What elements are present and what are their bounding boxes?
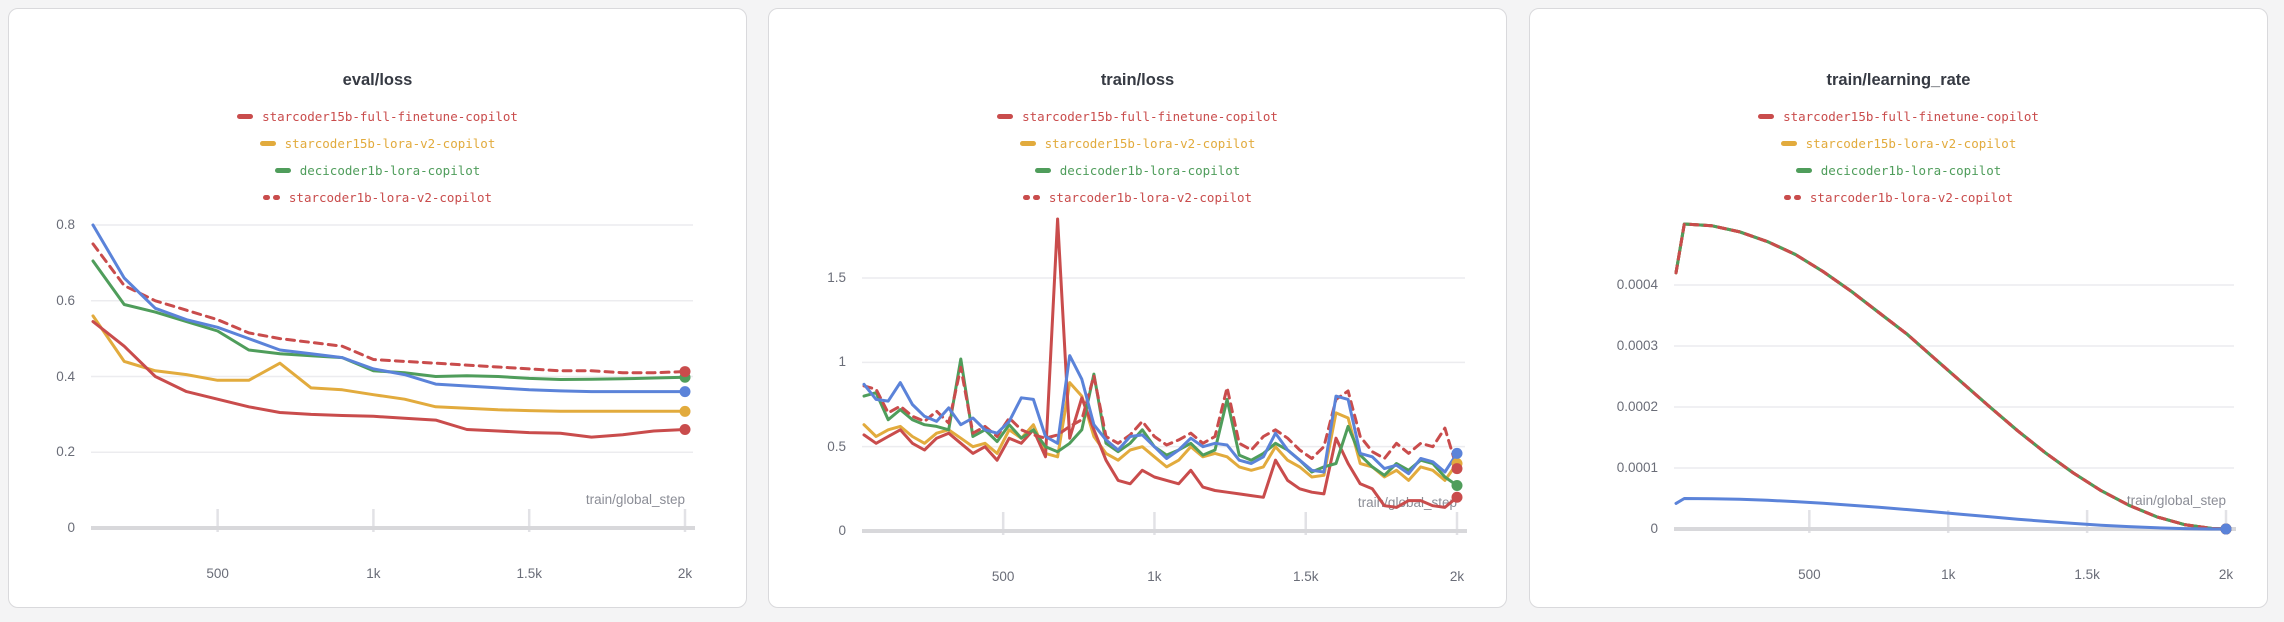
x-axis-name: train/global_step	[585, 492, 685, 507]
legend-run-name: decicoder1b-lora-copilot	[299, 163, 481, 178]
y-tick-label: 0.2	[56, 444, 75, 460]
line-swatch-icon	[259, 141, 276, 146]
y-tick-label: 0.0004	[1616, 277, 1658, 292]
line-swatch-icon	[237, 114, 254, 119]
chart-legend: starcoder15b-full-finetune-copilot starco…	[9, 103, 746, 211]
legend-item: decicoder1b-lora-copilot	[769, 157, 1506, 184]
legend-item: starcoder15b-full-finetune-copilot	[1530, 103, 2267, 130]
y-tick-label: 1	[838, 354, 846, 370]
legend-run-name: decicoder1b-lora-copilot	[1820, 163, 2002, 178]
legend-item: starcoder1b-lora-v2-copilot	[1530, 184, 2267, 211]
y-tick-label: 0.5	[827, 438, 846, 454]
panel-train-learning-rate: train/learning_rate starcoder15b-full-fi…	[1529, 8, 2268, 608]
chart-title: eval/loss	[342, 71, 413, 89]
y-tick-label: 0	[1650, 521, 1658, 536]
x-tick-label: 1.5k	[2074, 567, 2100, 582]
line-swatch-icon	[1034, 168, 1051, 173]
chart-canvas	[91, 223, 695, 532]
legend-run-name: starcoder15b-full-finetune-copilot	[1783, 109, 2039, 124]
legend-run-name: starcoder1b-lora-v2-copilot	[288, 190, 493, 205]
line-swatch-icon	[1795, 168, 1812, 173]
line-swatch-icon	[1019, 141, 1036, 146]
legend-run-name: starcoder1b-lora-v2-copilot	[1048, 190, 1253, 205]
x-tick-label: 2k	[1449, 569, 1465, 584]
line-swatch-icon	[1758, 114, 1775, 119]
chart-canvas	[1674, 222, 2236, 535]
line-swatch-icon	[274, 168, 291, 173]
legend-item: decicoder1b-lora-copilot	[1530, 157, 2267, 184]
y-tick-label: 0.6	[56, 292, 75, 308]
x-tick-label: 500	[206, 566, 229, 581]
x-tick-label: 500	[1798, 567, 1821, 582]
legend-item: starcoder15b-lora-v2-copilot	[1530, 130, 2267, 157]
y-tick-label: 0	[67, 520, 75, 535]
x-axis-name: train/global_step	[2126, 493, 2226, 508]
chart-canvas	[862, 217, 1467, 535]
dashed-line-swatch-icon	[1783, 195, 1801, 200]
legend-item: starcoder15b-lora-v2-copilot	[769, 130, 1506, 157]
y-tick-label: 0.0001	[1616, 460, 1658, 475]
chart-legend: starcoder15b-full-finetune-copilot starco…	[769, 103, 1506, 211]
legend-item: decicoder1b-lora-copilot	[9, 157, 746, 184]
line-swatch-icon	[997, 114, 1014, 119]
x-tick-label: 1k	[1147, 569, 1162, 584]
x-tick-label: 500	[991, 569, 1015, 584]
dashed-line-swatch-icon	[1022, 195, 1040, 200]
line-swatch-icon	[1780, 141, 1797, 146]
legend-run-name: decicoder1b-lora-copilot	[1059, 163, 1241, 178]
legend-item: starcoder1b-lora-v2-copilot	[9, 184, 746, 211]
x-tick-label: 1.5k	[516, 566, 542, 581]
x-tick-label: 1k	[1941, 567, 1956, 582]
x-tick-label: 1.5k	[1292, 569, 1319, 584]
y-tick-label: 0.0003	[1616, 338, 1658, 353]
y-tick-label: 0	[838, 523, 846, 538]
x-tick-label: 1k	[366, 566, 381, 581]
y-tick-label: 0.4	[56, 368, 75, 384]
panel-train-loss: train/loss starcoder15b-full-finetune-co…	[768, 8, 1507, 608]
dashed-line-swatch-icon	[262, 195, 280, 200]
y-tick-label: 1.5	[827, 270, 846, 285]
plot-area[interactable]: 0 0.0001 0.0002 0.0003 0.0004 500 1k 1.5k 2k trai…	[1530, 9, 2267, 607]
chart-title: train/loss	[1100, 71, 1175, 89]
chart-title: train/learning_rate	[1826, 71, 1971, 89]
legend-run-name: starcoder15b-full-finetune-copilot	[262, 109, 518, 124]
y-tick-label: 0.8	[56, 217, 75, 232]
legend-item: starcoder15b-lora-v2-copilot	[9, 130, 746, 157]
legend-run-name: starcoder15b-full-finetune-copilot	[1022, 109, 1278, 124]
legend-run-name: starcoder15b-lora-v2-copilot	[284, 136, 496, 151]
plot-area[interactable]: 0 0.2 0.4 0.6 0.8 500 1k 1.5k 2k train/global_ste…	[9, 9, 746, 607]
panel-eval-loss: eval/loss starcoder15b-full-finetune-cop…	[8, 8, 747, 608]
y-tick-label: 0.0002	[1616, 399, 1658, 414]
legend-run-name: starcoder15b-lora-v2-copilot	[1805, 136, 2017, 151]
legend-item: starcoder15b-full-finetune-copilot	[769, 103, 1506, 130]
chart-legend: starcoder15b-full-finetune-copilot starco…	[1530, 103, 2267, 211]
legend-run-name: starcoder1b-lora-v2-copilot	[1809, 190, 2014, 205]
x-tick-label: 2k	[677, 566, 693, 581]
legend-run-name: starcoder15b-lora-v2-copilot	[1044, 136, 1256, 151]
legend-item: starcoder1b-lora-v2-copilot	[769, 184, 1506, 211]
x-tick-label: 2k	[2218, 567, 2234, 582]
plot-area[interactable]: 0 0.5 1 1.5 500 1k 1.5k 2k train/global_step	[769, 9, 1506, 607]
legend-item: starcoder15b-full-finetune-copilot	[9, 103, 746, 130]
